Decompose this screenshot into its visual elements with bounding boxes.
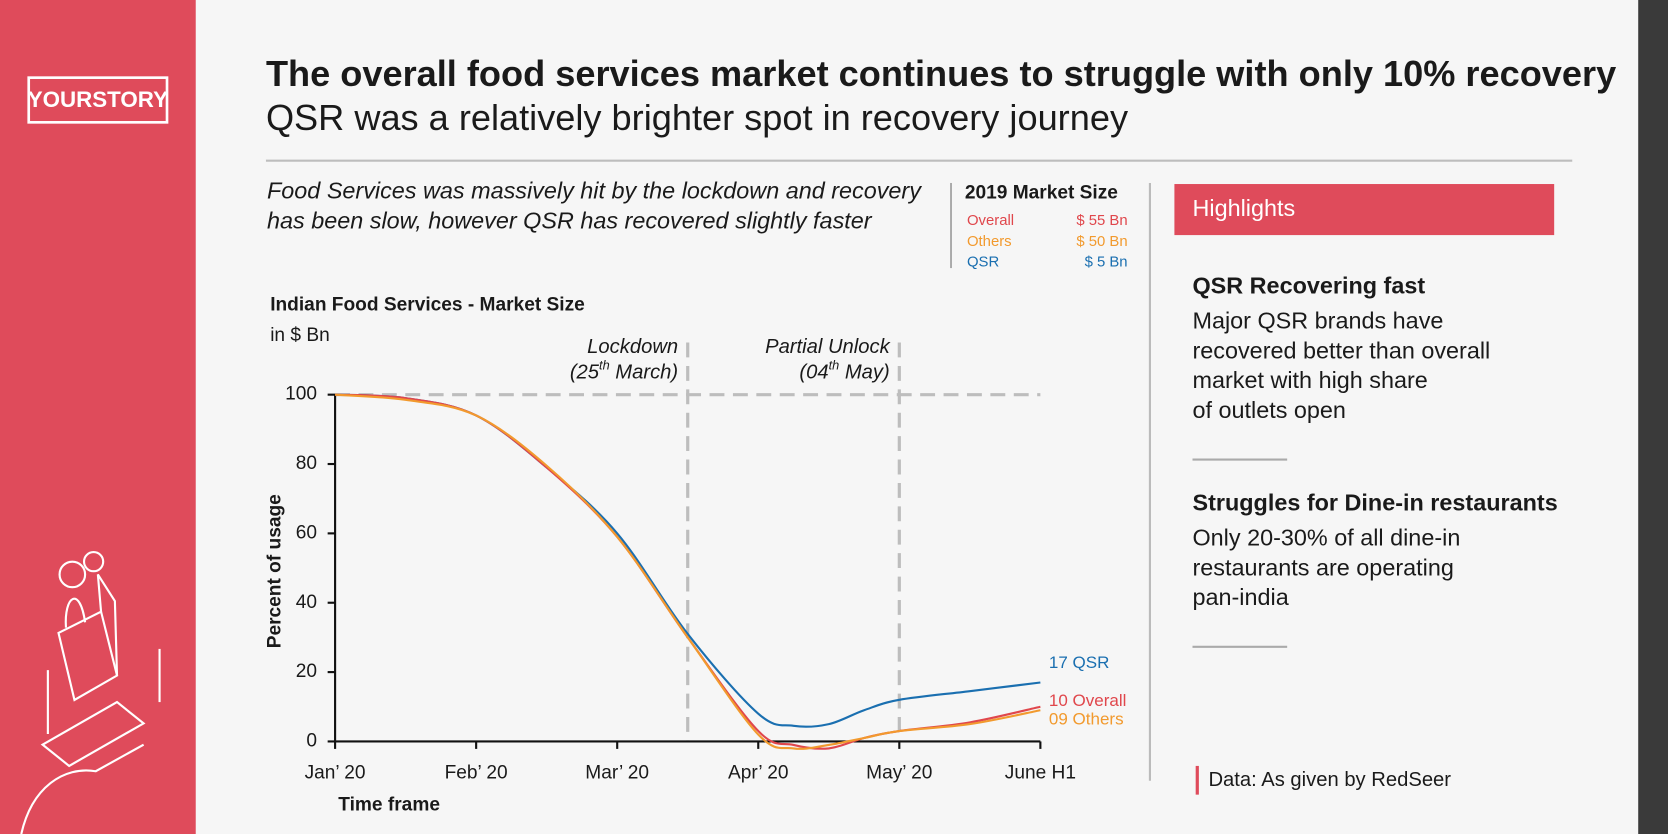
event-date-part: March) — [610, 362, 678, 384]
market-name: QSR — [967, 255, 999, 271]
y-tick-label: 40 — [296, 592, 317, 613]
end-label: 09 Others — [1049, 709, 1124, 728]
logo: YOURSTORY — [28, 87, 168, 112]
market-name: Overall — [967, 213, 1014, 229]
highlight-body: recovered better than overall — [1192, 337, 1490, 363]
x-axis-label: Time frame — [338, 794, 440, 815]
source: Data: As given by RedSeer — [1208, 769, 1451, 791]
market-value: $ 50 Bn — [1076, 234, 1127, 250]
intro-line: has been slow, however QSR has recovered… — [267, 208, 873, 234]
highlights-header — [1174, 184, 1555, 236]
x-tick-label: Apr’ 20 — [728, 762, 789, 783]
event-date-part: th — [829, 357, 840, 372]
chart-title: Indian Food Services - Market Size — [270, 294, 585, 315]
highlight-body: Only 20-30% of all dine-in — [1192, 525, 1460, 551]
event-date-part: th — [599, 357, 610, 372]
x-tick-label: Mar’ 20 — [585, 762, 649, 783]
y-tick-label: 0 — [306, 731, 317, 752]
x-tick-label: Feb’ 20 — [445, 762, 508, 783]
market-value: $ 5 Bn — [1085, 255, 1128, 271]
market-name: Others — [967, 234, 1012, 250]
highlight-heading: Struggles for Dine-in restaurants — [1192, 489, 1557, 515]
highlights-title: Highlights — [1192, 195, 1295, 221]
x-tick-label: Jan’ 20 — [305, 762, 366, 783]
y-tick-label: 100 — [285, 384, 317, 405]
y-tick-label: 20 — [296, 661, 317, 682]
title: The overall food services market continu… — [266, 53, 1616, 94]
illustration — [20, 551, 161, 834]
series-line — [335, 393, 1041, 750]
event-label: Partial Unlock — [765, 336, 891, 358]
event-date: (04th May) — [799, 357, 889, 383]
logo-box — [27, 76, 169, 124]
end-label: 10 Overall — [1049, 691, 1127, 710]
event-date-part: May) — [839, 362, 890, 384]
market-size-title: 2019 Market Size — [965, 183, 1118, 204]
x-tick-label: May’ 20 — [866, 762, 932, 783]
sidebar — [0, 0, 196, 834]
highlight-body: of outlets open — [1192, 397, 1345, 423]
highlight-body: market with high share — [1192, 367, 1427, 393]
event-label: Lockdown — [587, 336, 678, 358]
x-tick-label: June H1 — [1005, 762, 1076, 783]
end-label: 17 QSR — [1049, 653, 1110, 672]
y-tick-label: 60 — [296, 522, 317, 543]
y-axis-label: Percent of usage — [265, 494, 286, 648]
highlight-body: Major QSR brands have — [1192, 308, 1443, 334]
market-value: $ 55 Bn — [1076, 213, 1127, 229]
right-strip — [1638, 0, 1668, 834]
event-date-part: (04 — [799, 362, 828, 384]
y-tick-label: 80 — [296, 453, 317, 474]
source-bar — [1195, 765, 1199, 795]
subtitle: QSR was a relatively brighter spot in re… — [266, 97, 1128, 138]
highlight-body: pan-india — [1192, 584, 1289, 610]
highlight-heading: QSR Recovering fast — [1192, 272, 1425, 298]
event-date-part: (25 — [570, 362, 600, 384]
chart-subtitle: in $ Bn — [270, 325, 330, 346]
intro-line: Food Services was massively hit by the l… — [267, 178, 922, 204]
highlight-body: restaurants are operating — [1192, 554, 1453, 580]
event-date: (25th March) — [570, 357, 678, 383]
